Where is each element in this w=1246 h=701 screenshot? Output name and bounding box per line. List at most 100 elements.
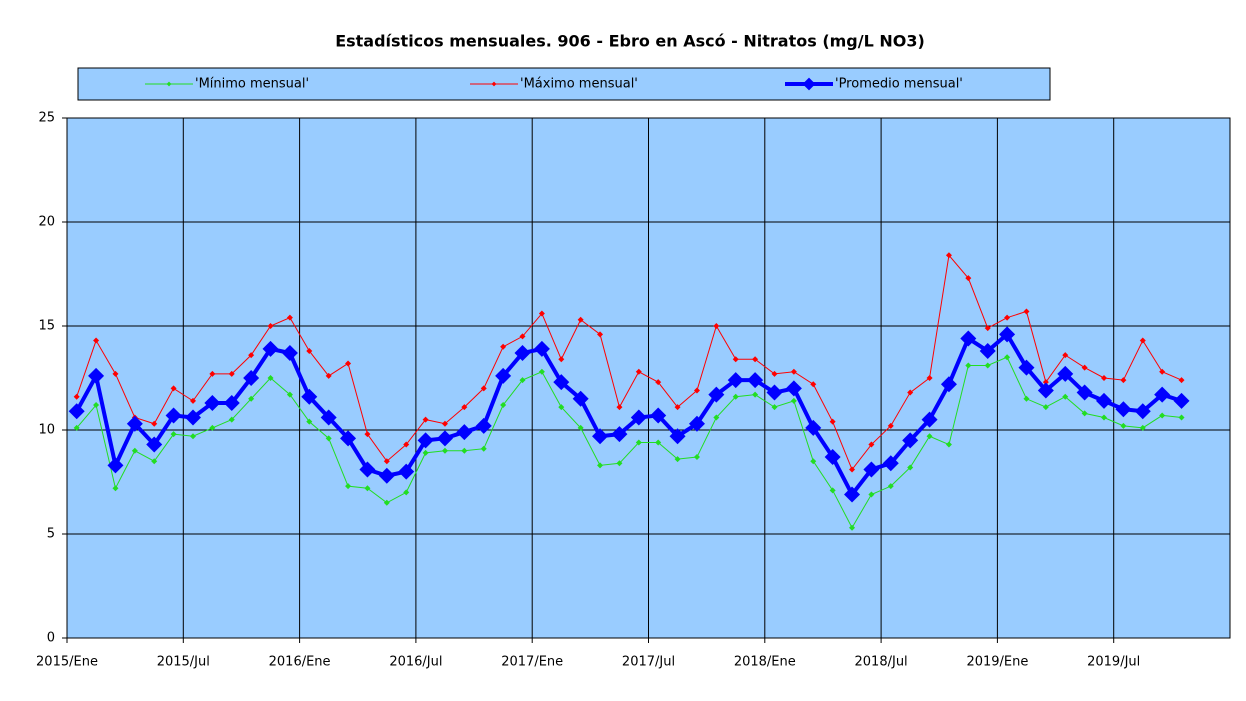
- data-point: [126, 415, 143, 432]
- y-tick-label: 15: [38, 319, 55, 334]
- data-point: [204, 394, 221, 411]
- data-point: [1037, 382, 1054, 399]
- data-point: [1062, 352, 1069, 359]
- data-point: [1178, 414, 1185, 421]
- data-point: [436, 430, 453, 447]
- data-point: [538, 310, 545, 317]
- data-point: [693, 454, 700, 461]
- data-point: [1004, 354, 1011, 361]
- data-point: [281, 345, 298, 362]
- data-point: [829, 418, 836, 425]
- data-point: [209, 370, 216, 377]
- data-point: [887, 422, 894, 429]
- data-point: [228, 370, 235, 377]
- data-point: [984, 362, 991, 369]
- data-point: [228, 416, 235, 423]
- data-point: [1139, 424, 1146, 431]
- data-point: [597, 462, 604, 469]
- data-point: [345, 360, 352, 367]
- legend-box: [77, 67, 1051, 101]
- legend-marker: [802, 77, 816, 91]
- data-point: [790, 368, 797, 375]
- data-point: [1154, 386, 1171, 403]
- data-point: [979, 342, 996, 359]
- data-point: [771, 370, 778, 377]
- data-point: [73, 424, 80, 431]
- data-point: [223, 394, 240, 411]
- data-point: [286, 391, 293, 398]
- data-point: [708, 386, 725, 403]
- data-point: [849, 524, 856, 531]
- data-point: [1018, 359, 1035, 376]
- x-tick-label: 2016/Ene: [269, 655, 331, 670]
- x-tick-label: 2015/Ene: [36, 655, 98, 670]
- data-point: [902, 432, 919, 449]
- data-point: [907, 389, 914, 396]
- data-point: [1076, 384, 1093, 401]
- data-point: [1081, 364, 1088, 371]
- data-point: [417, 432, 434, 449]
- data-point: [1042, 379, 1049, 386]
- legend-label: 'Promedio mensual': [835, 77, 963, 92]
- data-point: [93, 402, 100, 409]
- data-point: [165, 407, 182, 424]
- data-point: [1134, 403, 1151, 420]
- data-point: [999, 326, 1016, 343]
- data-point: [93, 337, 100, 344]
- data-point: [945, 252, 952, 259]
- x-tick-label: 2016/Jul: [389, 655, 442, 670]
- data-point: [267, 375, 274, 381]
- data-point: [635, 368, 642, 375]
- data-point: [243, 370, 260, 386]
- data-point: [514, 345, 531, 362]
- data-point: [340, 430, 357, 447]
- data-point: [131, 447, 138, 454]
- data-point: [325, 435, 332, 442]
- data-point: [1023, 308, 1030, 315]
- data-point: [480, 445, 487, 452]
- data-point: [945, 441, 952, 448]
- data-point: [383, 499, 390, 506]
- data-point: [940, 376, 957, 393]
- data-point: [1101, 375, 1108, 381]
- data-point: [1004, 314, 1011, 321]
- data-point: [965, 362, 972, 369]
- data-point: [616, 460, 623, 467]
- data-point: [364, 485, 371, 492]
- data-point: [592, 428, 609, 445]
- data-point: [1081, 410, 1088, 417]
- y-tick-label: 25: [38, 111, 55, 126]
- data-point: [790, 397, 797, 404]
- data-point: [965, 275, 972, 282]
- data-point: [398, 463, 415, 480]
- data-point: [500, 402, 507, 409]
- data-point: [1173, 392, 1190, 409]
- series-line: [76, 254, 1182, 471]
- data-point: [1096, 392, 1113, 409]
- data-point: [1159, 412, 1166, 419]
- data-point: [151, 420, 158, 427]
- data-point: [727, 372, 744, 389]
- data-point: [533, 340, 550, 357]
- data-point: [810, 381, 817, 388]
- data-point: [248, 352, 255, 359]
- data-point: [495, 367, 512, 384]
- data-point: [519, 333, 526, 340]
- data-point: [921, 411, 938, 428]
- data-point: [650, 407, 667, 424]
- data-point: [849, 466, 856, 473]
- data-point: [500, 343, 507, 350]
- legend-label: 'Máximo mensual': [520, 77, 638, 92]
- data-point: [538, 368, 545, 375]
- data-point: [189, 433, 196, 440]
- data-point: [1023, 395, 1030, 402]
- x-tick-label: 2019/Ene: [966, 655, 1028, 670]
- data-point: [88, 367, 105, 384]
- data-point: [805, 419, 822, 436]
- data-point: [68, 403, 85, 420]
- data-point: [403, 441, 410, 448]
- data-point: [441, 447, 448, 454]
- data-point: [1120, 377, 1127, 384]
- data-point: [422, 449, 429, 456]
